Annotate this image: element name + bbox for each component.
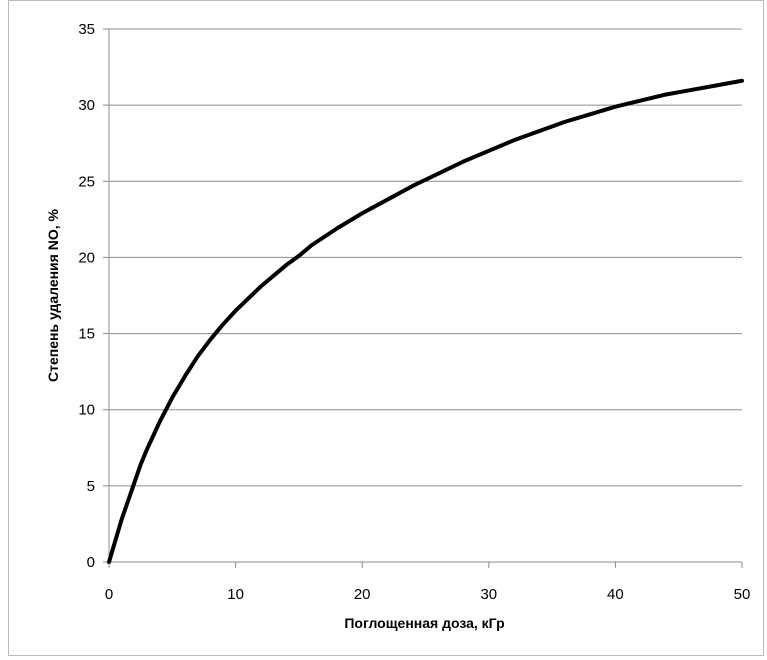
- x-tick-label: 50: [734, 586, 751, 603]
- y-tick-label: 35: [78, 21, 95, 38]
- y-tick-label: 0: [87, 554, 95, 571]
- x-tick-label: 10: [227, 586, 244, 603]
- y-tick-label: 25: [78, 173, 95, 190]
- x-tick-label: 20: [354, 586, 371, 603]
- y-tick-label: 20: [78, 249, 95, 266]
- tick-labels: 0 5 10 15 20 25 30 35 0 10 20 30 40 50: [78, 21, 750, 603]
- y-tick-label: 30: [78, 97, 95, 114]
- x-tick-label: 40: [607, 586, 624, 603]
- y-tick-label: 15: [78, 326, 95, 343]
- chart-frame: [8, 0, 764, 656]
- x-tick-label: 30: [480, 586, 497, 603]
- axis-layer: [103, 28, 743, 568]
- y-axis-title: Степень удаления NO, %: [45, 209, 61, 382]
- series-layer: [107, 78, 744, 564]
- y-tick-label: 10: [78, 402, 95, 419]
- series-line-0: [107, 78, 744, 564]
- y-tick-label: 5: [87, 478, 95, 495]
- x-axis-title: Поглощенная доза, кГр: [344, 615, 504, 631]
- x-tick-label: 0: [105, 586, 113, 603]
